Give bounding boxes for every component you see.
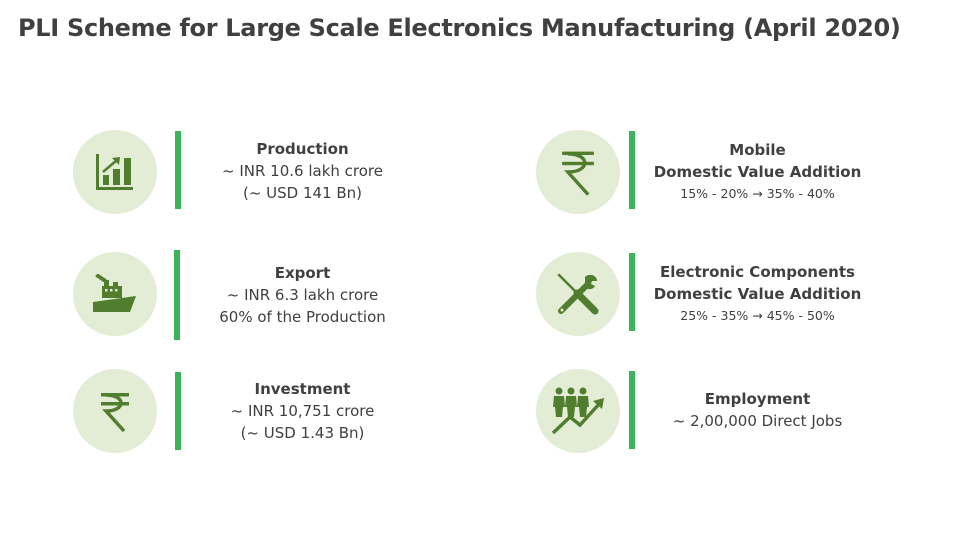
export-share: 60% of the Production xyxy=(219,308,386,326)
tools-icon xyxy=(557,273,599,315)
employment-info: Employment ~ 2,00,000 Direct Jobs xyxy=(645,388,870,432)
bar-chart-growth-icon xyxy=(96,154,133,190)
components-dva-icon-badge xyxy=(536,252,620,336)
divider-bar xyxy=(174,250,180,340)
export-value-inr: ~ INR 6.3 lakh crore xyxy=(226,286,379,304)
ship-icon xyxy=(93,274,136,312)
employment-heading: Employment xyxy=(704,390,811,408)
page-title: PLI Scheme for Large Scale Electronics M… xyxy=(18,14,901,42)
rupee-icon xyxy=(562,151,594,196)
export-heading: Export xyxy=(274,264,331,282)
export-icon-badge xyxy=(73,252,157,336)
components-dva-heading-2: Domestic Value Addition xyxy=(653,285,862,303)
export-info: Export ~ INR 6.3 lakh crore 60% of the P… xyxy=(200,262,405,328)
divider-bar xyxy=(629,371,635,449)
mobile-dva-range: 15% - 20% → 35% - 40% xyxy=(680,186,835,201)
production-heading: Production xyxy=(256,140,349,158)
divider-bar xyxy=(175,372,181,450)
employment-value: ~ 2,00,000 Direct Jobs xyxy=(672,412,843,430)
production-icon-badge xyxy=(73,130,157,214)
rupee-icon xyxy=(101,393,129,433)
components-dva-info: Electronic Components Domestic Value Add… xyxy=(645,261,870,325)
production-value-inr: ~ INR 10.6 lakh crore xyxy=(222,162,383,180)
investment-value-inr: ~ INR 10,751 crore xyxy=(230,402,375,420)
divider-bar xyxy=(629,131,635,209)
mobile-dva-icon-badge xyxy=(536,130,620,214)
people-growth-icon xyxy=(551,387,604,435)
production-info: Production ~ INR 10.6 lakh crore (~ USD … xyxy=(200,138,405,204)
divider-bar xyxy=(629,253,635,331)
divider-bar xyxy=(175,131,181,209)
mobile-dva-heading-2: Domestic Value Addition xyxy=(653,163,862,181)
investment-icon-badge xyxy=(73,369,157,453)
investment-value-usd: (~ USD 1.43 Bn) xyxy=(240,424,365,442)
components-dva-range: 25% - 35% → 45% - 50% xyxy=(680,308,835,323)
mobile-dva-heading-1: Mobile xyxy=(729,141,786,159)
investment-info: Investment ~ INR 10,751 crore (~ USD 1.4… xyxy=(200,378,405,444)
components-dva-heading-1: Electronic Components xyxy=(660,263,855,281)
production-value-usd: (~ USD 141 Bn) xyxy=(242,184,363,202)
investment-heading: Investment xyxy=(254,380,351,398)
mobile-dva-info: Mobile Domestic Value Addition 15% - 20%… xyxy=(645,139,870,203)
employment-icon-badge xyxy=(536,369,620,453)
